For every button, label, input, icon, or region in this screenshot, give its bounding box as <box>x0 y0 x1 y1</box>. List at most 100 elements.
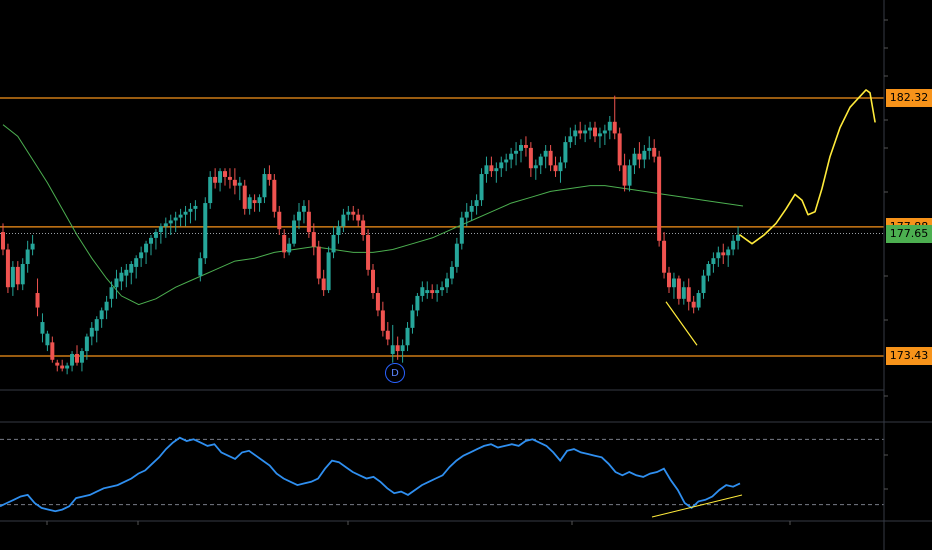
candle-body <box>543 150 548 157</box>
candle-body <box>178 214 183 218</box>
candle-body <box>593 127 597 137</box>
candle-body <box>400 345 405 352</box>
candle-body <box>104 301 109 311</box>
candle-body <box>109 287 114 299</box>
candle-body <box>45 333 50 346</box>
candle-body <box>459 217 464 244</box>
candle-body <box>193 205 198 209</box>
candle-body <box>637 153 642 160</box>
candle-body <box>523 145 528 148</box>
candle-body <box>50 342 55 360</box>
candle-body <box>410 310 415 328</box>
candle-body <box>469 205 474 212</box>
candle-body <box>79 351 84 363</box>
candle-body <box>168 220 173 224</box>
candle-body <box>479 174 484 201</box>
candle-body <box>20 264 25 285</box>
candle-body <box>494 168 499 172</box>
candle-body <box>208 176 213 204</box>
candle-body <box>223 171 227 177</box>
candle-body <box>681 287 686 299</box>
candle-body <box>242 185 247 209</box>
candle-body <box>627 165 632 186</box>
candle-body <box>390 345 395 354</box>
candle-body <box>711 258 716 265</box>
candle-body <box>380 310 385 331</box>
candle-body <box>119 272 124 282</box>
rsi-divergence-trendline <box>651 494 743 518</box>
candle-body <box>405 327 410 346</box>
candle-body <box>60 365 65 369</box>
candle-body <box>218 171 223 183</box>
candle-body <box>553 165 558 172</box>
candle-body <box>558 162 563 172</box>
candle-body <box>425 290 430 294</box>
price-tag-177-65: 177.65 <box>886 224 932 243</box>
rsi-line <box>0 436 741 513</box>
candle-body <box>227 176 232 180</box>
candle-body <box>519 145 523 151</box>
candle-body <box>213 176 218 183</box>
divergence-trendline <box>665 301 698 346</box>
candle-body <box>183 211 188 215</box>
candle-body <box>395 345 400 352</box>
moving-average-path <box>2 124 744 306</box>
candle-body <box>691 301 696 308</box>
candle-body <box>173 217 178 221</box>
candle-body <box>607 121 612 131</box>
grid-lines <box>0 389 932 522</box>
candle-body <box>657 156 662 241</box>
candle-body <box>267 174 272 180</box>
candle-body <box>474 200 479 206</box>
candle-body <box>440 287 445 291</box>
candle-body <box>514 150 519 154</box>
candle-body <box>568 136 573 143</box>
candle-body <box>583 130 588 134</box>
candle-body <box>464 211 469 218</box>
candle-body <box>499 162 504 169</box>
candle-body <box>563 142 568 163</box>
candle-body <box>277 211 282 230</box>
candle-body <box>114 278 119 288</box>
candle-body <box>247 197 252 209</box>
candle-body <box>371 269 375 294</box>
candle-body <box>75 353 79 363</box>
candle-body <box>642 150 647 160</box>
candle-body <box>262 174 267 198</box>
candle-body <box>445 278 449 288</box>
rsi-indicator-pane <box>0 436 884 518</box>
candle-body <box>489 165 494 172</box>
candle-body <box>257 197 262 204</box>
candle-body <box>336 226 341 235</box>
candle-body <box>65 365 70 369</box>
candle-body <box>10 266 15 288</box>
candle-body <box>706 264 711 276</box>
candle-body <box>15 266 20 285</box>
candle-body <box>617 133 622 166</box>
candle-body <box>736 234 741 241</box>
candle-body <box>538 156 543 166</box>
candle-body <box>647 147 652 151</box>
candle-body <box>292 220 297 244</box>
candle-body <box>435 290 440 294</box>
candle-body <box>533 165 538 169</box>
candle-body <box>326 252 331 291</box>
candle-body <box>696 293 701 308</box>
candle-body <box>622 165 627 186</box>
candle-body <box>454 243 459 267</box>
price-tag-173-43: 173.43 <box>886 347 932 365</box>
candle-body <box>366 234 371 270</box>
candle-body <box>321 278 326 291</box>
projection-path <box>739 89 876 245</box>
candle-body <box>420 287 425 296</box>
candle-body <box>632 153 637 166</box>
candle-body <box>686 287 691 302</box>
price-tag-182-32: 182.32 <box>886 89 932 107</box>
candle-body <box>671 278 676 288</box>
moving-average-line <box>2 124 744 306</box>
candle-body <box>662 240 667 273</box>
dividend-event-marker[interactable]: D <box>385 363 405 383</box>
candle-body <box>316 246 321 279</box>
price-axis <box>46 0 888 550</box>
